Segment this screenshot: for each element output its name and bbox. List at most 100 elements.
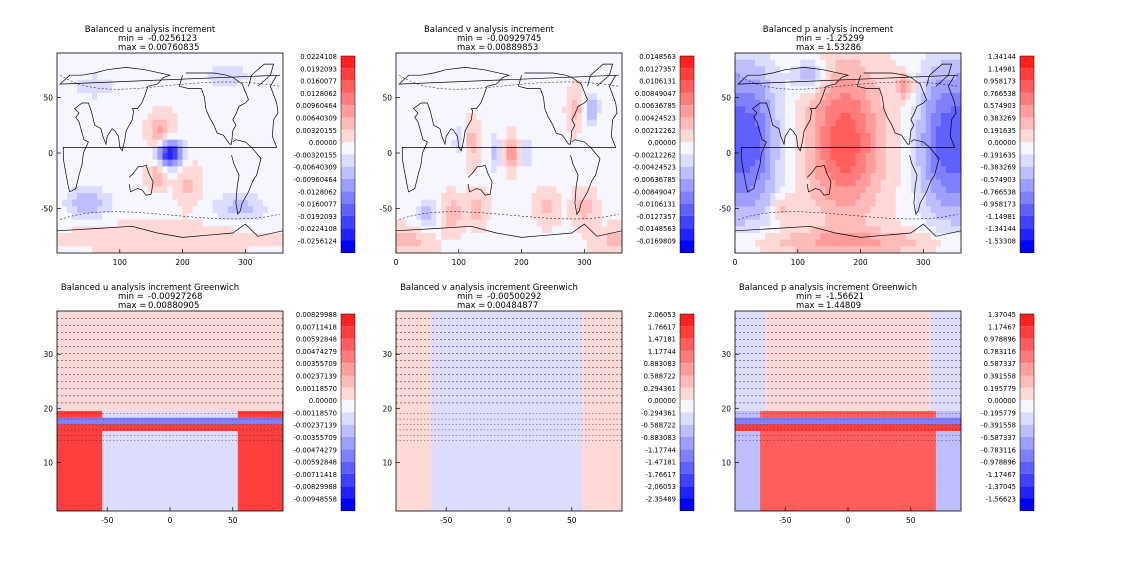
heatmap-cell (461, 93, 467, 101)
heatmap-cell (606, 93, 613, 101)
heatmap-cell (132, 371, 138, 379)
heatmap-cell (247, 99, 254, 107)
heatmap-cell (855, 179, 861, 187)
heatmap-cell (426, 159, 432, 167)
heatmap-cell (800, 66, 806, 74)
heatmap-cell (526, 93, 532, 101)
heatmap-cell (775, 119, 781, 127)
heatmap-cell (172, 391, 178, 399)
heatmap-cell (192, 213, 199, 221)
heatmap-cell (117, 139, 123, 147)
heatmap-cell (501, 59, 507, 67)
heatmap-cell (72, 239, 78, 247)
heatmap-cell (92, 391, 98, 399)
heatmap-cell (541, 173, 548, 181)
heatmap-cell (62, 199, 68, 207)
heatmap-cell (456, 173, 462, 181)
heatmap-cell (905, 133, 912, 141)
heatmap-cell (591, 166, 598, 174)
heatmap-cell (940, 119, 947, 127)
heatmap-cell (775, 233, 781, 241)
heatmap-cell (267, 186, 274, 194)
heatmap-cell (511, 226, 517, 234)
heatmap-cell (272, 219, 279, 227)
heatmap-cell (197, 79, 204, 87)
heatmap-cell (850, 186, 856, 194)
heatmap-cell (147, 424, 153, 432)
heatmap-cell (466, 153, 472, 161)
heatmap-cell (501, 179, 507, 187)
heatmap-cell (790, 159, 796, 167)
heatmap-cell (516, 99, 522, 107)
heatmap-cell (910, 226, 917, 234)
heatmap-cell (576, 166, 583, 174)
heatmap-cell (546, 219, 553, 227)
heatmap-cell (267, 213, 274, 221)
heatmap-cell (511, 186, 517, 194)
heatmap-cell (750, 219, 756, 227)
heatmap-cell (107, 139, 113, 147)
heatmap-cell (815, 119, 821, 127)
heatmap-cell (466, 139, 472, 147)
heatmap-cell (456, 119, 462, 127)
heatmap-cell (760, 119, 766, 127)
heatmap-cell (855, 86, 861, 94)
heatmap-cell (890, 66, 897, 74)
heatmap-cell (132, 179, 138, 187)
heatmap-cell (87, 437, 93, 445)
heatmap-cell (935, 233, 942, 241)
heatmap-cell (147, 317, 153, 325)
heatmap-cell (232, 126, 239, 134)
heatmap-cell (750, 139, 756, 147)
heatmap-cell (237, 119, 244, 127)
heatmap-cell (940, 213, 947, 221)
heatmap-cell (167, 139, 173, 147)
heatmap-cell (526, 146, 532, 154)
heatmap-cell (182, 133, 188, 141)
heatmap-cell (780, 119, 786, 127)
heatmap-cell (87, 457, 93, 465)
heatmap-cell (775, 246, 781, 253)
heatmap-cell (62, 437, 68, 445)
heatmap-cell (177, 444, 183, 452)
heatmap-cell (561, 186, 568, 194)
heatmap-cell (516, 213, 522, 221)
heatmap-cell (471, 119, 477, 127)
heatmap-cell (107, 193, 113, 201)
heatmap-cell (496, 119, 502, 127)
heatmap-cell (277, 53, 283, 61)
heatmap-cell (775, 139, 781, 147)
heatmap-cell (152, 79, 158, 87)
heatmap-cell (850, 193, 856, 201)
heatmap-cell (925, 206, 932, 214)
heatmap-cell (441, 166, 447, 174)
heatmap-cell (97, 53, 103, 61)
heatmap-cell (247, 219, 254, 227)
heatmap-cell (895, 233, 902, 241)
heatmap-cell (875, 153, 882, 161)
heatmap-cell (182, 233, 188, 241)
heatmap-cell (920, 153, 927, 161)
heatmap-cell (142, 186, 148, 194)
heatmap-cell (740, 133, 746, 141)
heatmap-cell (521, 166, 527, 174)
heatmap-cell (62, 73, 68, 81)
heatmap-cell (795, 219, 801, 227)
heatmap-cell (192, 159, 199, 167)
heatmap-cell (77, 93, 83, 101)
heatmap-cell (102, 139, 108, 147)
heatmap-cell (172, 159, 178, 167)
heatmap-cell (87, 219, 93, 227)
heatmap-cell (775, 126, 781, 134)
heatmap-cell (242, 66, 249, 74)
heatmap-cell (416, 173, 422, 181)
heatmap-cell (880, 179, 887, 187)
heatmap-cell (152, 384, 158, 392)
heatmap-cell (147, 79, 153, 87)
heatmap-cell (511, 199, 517, 207)
heatmap-cell (850, 86, 856, 94)
heatmap-cell (187, 159, 193, 167)
colorbar-label: 1.34144 (988, 53, 1016, 61)
heatmap-cell (127, 344, 133, 352)
heatmap-cell (506, 139, 512, 147)
